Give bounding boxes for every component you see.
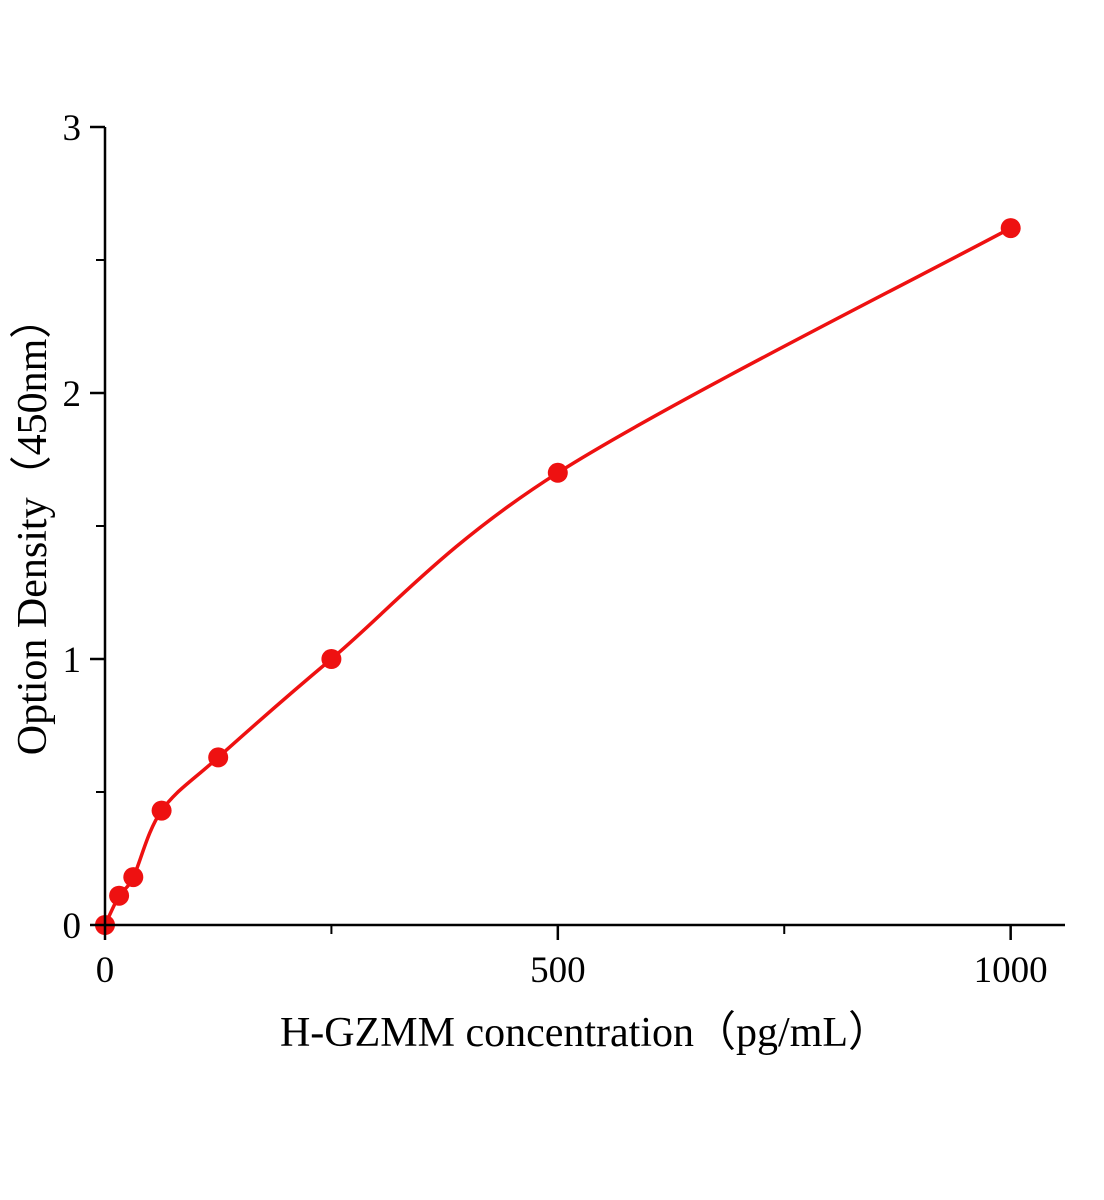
x-tick-label: 500 xyxy=(530,950,586,991)
data-point xyxy=(151,800,172,821)
x-axis-label: H-GZMM concentration（pg/mL） xyxy=(280,1010,890,1056)
y-tick-label: 1 xyxy=(63,640,82,681)
y-tick-label: 3 xyxy=(63,108,82,149)
y-tick-label: 0 xyxy=(63,906,82,947)
data-point xyxy=(123,867,144,888)
data-point xyxy=(109,885,130,906)
chart-plot-area: 0 500 1000 0 1 2 3 xyxy=(63,108,1065,991)
data-point xyxy=(321,649,342,669)
x-tick-label: 1000 xyxy=(974,950,1048,991)
data-point xyxy=(547,462,568,483)
fit-curve xyxy=(103,226,1013,927)
data-point xyxy=(1000,218,1021,239)
y-axis-label: Option Density（450nm） xyxy=(10,297,56,756)
data-point xyxy=(208,747,229,768)
y-tick-label: 2 xyxy=(63,374,82,415)
x-tick-label: 0 xyxy=(96,950,115,991)
